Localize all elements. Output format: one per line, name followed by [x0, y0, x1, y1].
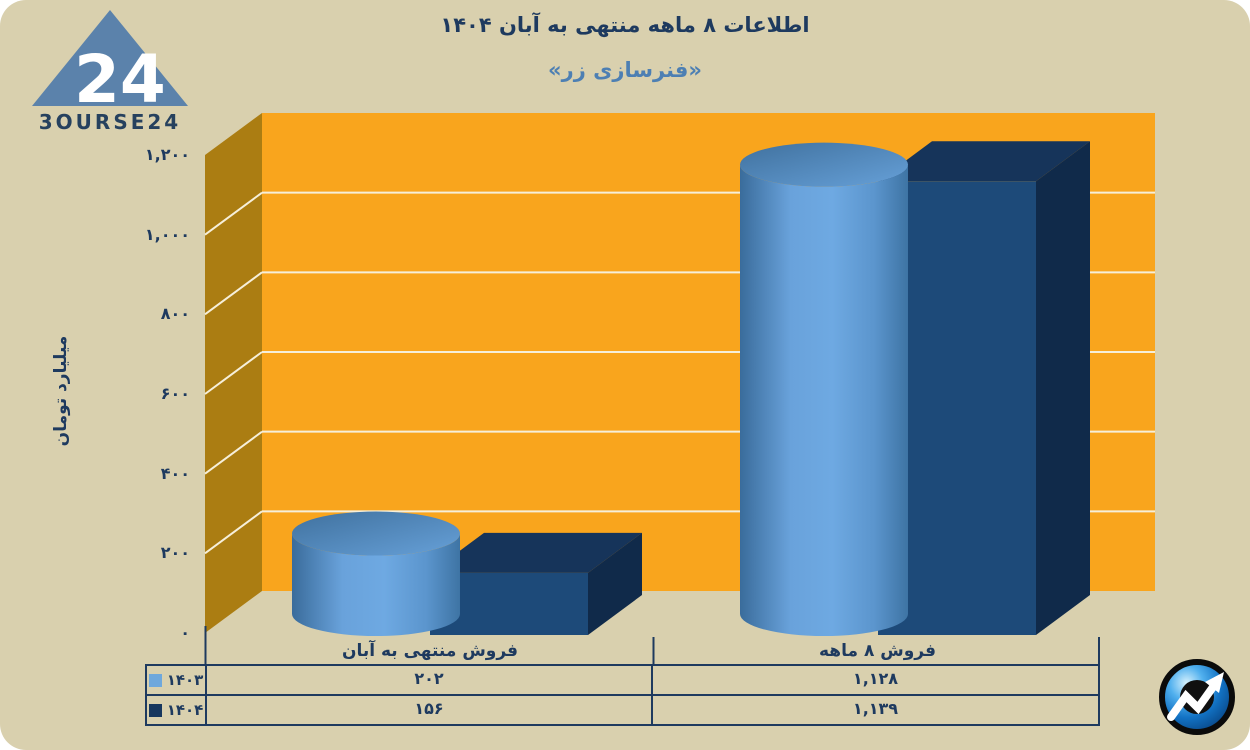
gridline-side: [204, 271, 263, 316]
bar-cylinder-1403-cat1-top: [292, 511, 460, 556]
y-tick-label: ۴۰۰: [160, 463, 190, 483]
bar-box-1404-cat1-top: [430, 532, 642, 573]
bar-box-1404-cat2-side: [1036, 141, 1090, 635]
logo-triangle: [32, 10, 188, 106]
table-row-1404: ۱۴۰۴ ۱۵۶ ۱,۱۳۹: [147, 696, 1098, 724]
legend-label-1404: ۱۴۰۴: [166, 701, 204, 719]
y-tick-label: ۶۰۰: [160, 384, 190, 403]
ball-center-dot: [1180, 680, 1214, 714]
legend-cell-1404: ۱۴۰۴: [147, 696, 207, 724]
bourse24-logo: 24 3OURSE24: [26, 8, 194, 134]
chart-subtitle: «فنرسازی زر»: [548, 58, 702, 82]
gridline-side: [204, 351, 263, 395]
bar-cylinder-1403-cat1-body: [292, 533, 460, 636]
legend-label-1403: ۱۴۰۳: [166, 671, 204, 689]
gridline-side: [204, 191, 263, 236]
category-label-2: فروش ۸ ماهه: [819, 641, 936, 661]
value-1403-8month: ۱,۱۲۸: [852, 669, 899, 688]
table-row-1403: ۱۴۰۳ ۲۰۲ ۱,۱۲۸: [147, 666, 1098, 696]
value-1404-monthly: ۱۵۶: [207, 696, 653, 724]
chart-title: اطلاعات ۸ ماهه منتهی به آبان ۱۴۰۴: [440, 13, 810, 37]
bourse24-triangle-logo: 24: [32, 10, 188, 118]
bourse24-ball-logo: [1159, 659, 1235, 735]
value-1403-monthly: ۲۰۲: [207, 666, 653, 694]
gridline-side: [204, 430, 263, 475]
category-label-1: فروش منتهی به آبان: [341, 641, 519, 661]
y-axis-title: میلیارد تومان: [51, 335, 71, 447]
y-tick-label: ۲۰۰: [160, 543, 190, 563]
logo-number: 24: [74, 41, 166, 110]
y-tick-label: ۰: [180, 623, 190, 642]
data-table: ۱۴۰۳ ۲۰۲ ۱,۱۲۸ ۱۴۰۴ ۱۵۶ ۱,۱۳۹: [145, 664, 1100, 726]
bar-box-1404-cat1-side: [588, 532, 642, 635]
trend-arrow-icon: [1167, 683, 1217, 721]
legend-swatch-1403: [148, 673, 162, 687]
y-tick-label: ۱,۰۰۰: [144, 224, 190, 244]
bar-cylinder-1403-cat2-body: [740, 164, 908, 636]
y-tick-label: ۱,۲۰۰: [144, 145, 190, 164]
bar-box-1404-cat2-top: [878, 141, 1090, 182]
gridline-side: [204, 510, 263, 555]
trend-arrow-head: [1205, 672, 1224, 693]
bourse24-wordmark: 3OURSE24: [38, 110, 182, 134]
y-tick-label: ۸۰۰: [160, 304, 190, 324]
value-1404-8month: ۱,۱۳۹: [852, 699, 899, 718]
legend-cell-1403: ۱۴۰۳: [147, 666, 207, 694]
bar-cylinder-1403-cat2-top: [740, 142, 908, 187]
legend-swatch-1404: [148, 703, 162, 717]
